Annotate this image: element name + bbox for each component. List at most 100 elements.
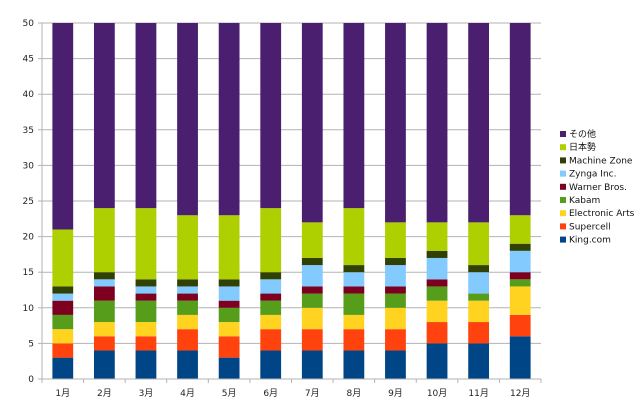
bar-segment-king.com-7 xyxy=(301,350,323,379)
bar-stack-8 xyxy=(343,23,365,379)
bar-segment-zynga-inc.-12 xyxy=(509,250,531,273)
bar-segment-king.com-6 xyxy=(260,350,282,379)
bar-segment-日本勢-2 xyxy=(93,208,115,273)
bar-segment-kabam-3 xyxy=(135,300,157,323)
bar-segment-zynga-inc.-3 xyxy=(135,286,157,294)
bar-segment-その他-8 xyxy=(343,23,365,209)
bar-segment-日本勢-7 xyxy=(301,222,323,258)
legend-swatch xyxy=(560,170,566,177)
bar-segment-electronic-arts-12 xyxy=(509,286,531,315)
bar-segment-kabam-12 xyxy=(509,279,531,287)
legend-label: King.com xyxy=(569,236,611,246)
x-tick-label: 7月 xyxy=(305,388,320,399)
bar-segment-zynga-inc.-10 xyxy=(426,257,448,280)
bar-segment-electronic-arts-3 xyxy=(135,322,157,337)
x-tick-label: 4月 xyxy=(180,388,195,399)
bar-segment-warner-bros.-12 xyxy=(509,272,531,280)
bar-segment-supercell-12 xyxy=(509,314,531,337)
bar-segment-electronic-arts-6 xyxy=(260,314,282,330)
bar-segment-その他-3 xyxy=(135,23,157,209)
y-tick-label: 10 xyxy=(23,304,35,314)
bar-segment-machine-zone-2 xyxy=(93,272,115,280)
bar-segment-日本勢-11 xyxy=(468,222,490,266)
x-tick-label: 8月 xyxy=(347,388,362,399)
bar-stack-1 xyxy=(52,23,74,379)
bar-segment-king.com-10 xyxy=(426,343,448,379)
bar-segment-zynga-inc.-1 xyxy=(52,293,74,301)
bar-segment-king.com-9 xyxy=(385,350,406,379)
bar-segment-日本勢-4 xyxy=(177,215,198,280)
bar-segment-supercell-8 xyxy=(343,329,365,351)
legend-swatch xyxy=(560,157,566,164)
bar-segment-その他-9 xyxy=(385,23,406,223)
bar-segment-machine-zone-7 xyxy=(301,257,323,266)
bar-segment-日本勢-6 xyxy=(260,208,282,273)
bar-segment-zynga-inc.-7 xyxy=(301,265,323,287)
bar-segment-kabam-5 xyxy=(218,307,240,323)
legend-label: Supercell xyxy=(569,222,611,232)
legend-label: Warner Bros. xyxy=(569,183,627,193)
bar-segment-electronic-arts-5 xyxy=(218,322,240,337)
bar-segment-electronic-arts-4 xyxy=(177,314,198,330)
legend-swatch xyxy=(560,223,566,230)
bar-segment-supercell-11 xyxy=(468,322,490,344)
bar-segment-machine-zone-5 xyxy=(218,279,240,287)
x-tick-label: 9月 xyxy=(388,388,403,399)
bar-segment-日本勢-5 xyxy=(218,215,240,280)
bar-stack-5 xyxy=(218,23,240,379)
y-tick-label: 35 xyxy=(23,126,34,136)
legend-label: その他 xyxy=(569,128,596,140)
bar-segment-electronic-arts-7 xyxy=(301,307,323,330)
bar-segment-zynga-inc.-4 xyxy=(177,286,198,294)
legend-label: Machine Zone xyxy=(569,156,633,166)
bar-segment-kabam-9 xyxy=(385,293,406,308)
bar-segment-supercell-1 xyxy=(52,343,74,358)
bar-segment-その他-11 xyxy=(468,23,490,223)
bar-segment-日本勢-10 xyxy=(426,222,448,251)
bar-segment-warner-bros.-2 xyxy=(93,286,115,301)
bar-segment-machine-zone-4 xyxy=(177,279,198,287)
x-tick-label: 3月 xyxy=(139,388,154,399)
bar-segment-supercell-2 xyxy=(93,336,115,351)
bar-segment-warner-bros.-3 xyxy=(135,293,157,301)
x-tick-label: 11月 xyxy=(468,388,488,399)
y-tick-label: 25 xyxy=(23,197,34,207)
bar-segment-warner-bros.-10 xyxy=(426,279,448,287)
bar-segment-kabam-10 xyxy=(426,286,448,301)
bar-segment-その他-1 xyxy=(52,23,74,230)
bar-segment-supercell-4 xyxy=(177,329,198,351)
bar-segment-machine-zone-6 xyxy=(260,272,282,280)
bar-segment-king.com-12 xyxy=(509,336,531,379)
bar-segment-machine-zone-1 xyxy=(52,286,74,294)
y-tick-label: 0 xyxy=(28,375,34,385)
y-tick-label: 20 xyxy=(23,233,35,243)
bar-segment-kabam-2 xyxy=(93,300,115,323)
bar-segment-zynga-inc.-6 xyxy=(260,279,282,294)
bar-stack-9 xyxy=(385,23,406,379)
bar-segment-supercell-5 xyxy=(218,336,240,358)
bar-segment-zynga-inc.-9 xyxy=(385,265,406,287)
bar-segment-zynga-inc.-8 xyxy=(343,272,365,287)
legend-label: 日本勢 xyxy=(569,141,596,153)
bar-segment-zynga-inc.-2 xyxy=(93,279,115,287)
bar-segment-その他-4 xyxy=(177,23,198,216)
bar-segment-supercell-10 xyxy=(426,322,448,344)
x-tick-label: 5月 xyxy=(222,388,237,399)
bar-segment-warner-bros.-9 xyxy=(385,286,406,294)
bar-segment-その他-6 xyxy=(260,23,282,209)
bar-segment-warner-bros.-8 xyxy=(343,286,365,294)
legend-swatch xyxy=(560,144,566,151)
bar-stack-12 xyxy=(509,23,531,379)
bar-segment-日本勢-3 xyxy=(135,208,157,280)
bar-segment-kabam-7 xyxy=(301,293,323,308)
y-tick-label: 40 xyxy=(23,90,35,100)
bar-segment-kabam-1 xyxy=(52,314,74,330)
bar-segment-日本勢-9 xyxy=(385,222,406,258)
y-tick-label: 30 xyxy=(23,161,35,171)
bar-stack-4 xyxy=(177,23,198,379)
legend-label: Electronic Arts xyxy=(569,209,635,219)
legend-swatch xyxy=(560,236,566,243)
bar-segment-日本勢-8 xyxy=(343,208,365,266)
